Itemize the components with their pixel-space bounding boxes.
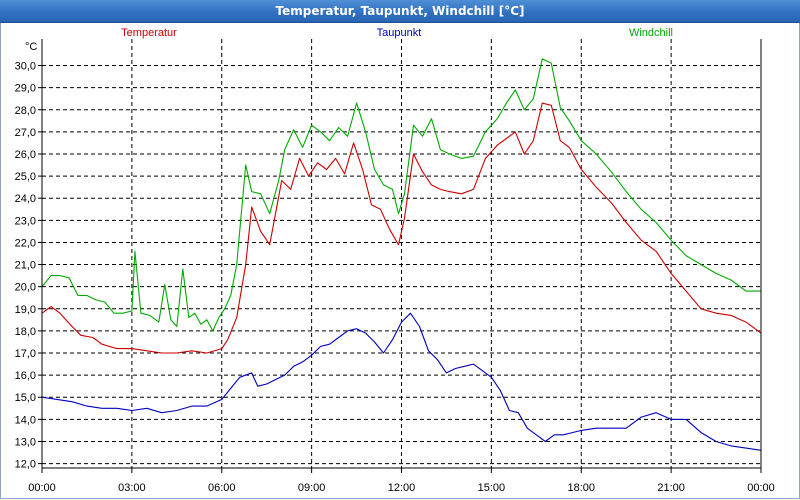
y-tick-label: 22,0 — [15, 237, 36, 249]
y-tick-label: 27,0 — [15, 127, 36, 139]
y-tick-label: 29,0 — [15, 83, 36, 95]
y-tick-label: 16,0 — [15, 370, 36, 382]
chart-frame: 12,0 13,0 14,0 15,0 16,0 17,0 18,0 19,0 20,0 21,0… — [0, 23, 800, 499]
legend-temperatur: Temperatur — [121, 27, 177, 39]
x-tick-time: 03:00 — [118, 482, 146, 494]
window-title: Temperatur, Taupunkt, Windchill [°C] — [0, 0, 800, 23]
grid — [42, 39, 761, 468]
x-tick-time: 18:00 — [567, 482, 595, 494]
legend-taupunkt: Taupunkt — [377, 27, 422, 39]
y-tick-label: 12,0 — [15, 459, 36, 471]
x-tick-time: 00:00 — [28, 482, 56, 494]
y-tick-label: 20,0 — [15, 282, 36, 294]
x-tick-time: 15:00 — [478, 482, 506, 494]
y-tick-label: 17,0 — [15, 348, 36, 360]
legend-windchill: Windchill — [629, 27, 673, 39]
series-line-taupunkt — [41, 312, 762, 451]
y-tick-label: 19,0 — [15, 304, 36, 316]
y-tick-labels: 12,0 13,0 14,0 15,0 16,0 17,0 18,0 19,0 20,0 21,0… — [15, 61, 36, 471]
y-tick-label: 15,0 — [15, 392, 36, 404]
legend: Temperatur Taupunkt Windchill — [121, 27, 673, 39]
series-line-windchill — [41, 58, 761, 332]
y-tick-label: 21,0 — [15, 260, 36, 272]
y-tick-label: 13,0 — [15, 436, 36, 448]
x-tick-time: 00:00 — [747, 482, 775, 494]
x-tick-time: 06:00 — [208, 482, 236, 494]
y-tick-label: 26,0 — [15, 149, 36, 161]
y-tick-label: 23,0 — [15, 215, 36, 227]
x-tick-labels: 00:0027.07.1603:0027.07.1606:0027.07.160… — [28, 482, 775, 494]
y-tick-label: 30,0 — [15, 61, 36, 73]
x-tick-time: 09:00 — [298, 482, 326, 494]
line-chart: 12,0 13,0 14,0 15,0 16,0 17,0 18,0 19,0 20,0 21,0… — [15, 27, 775, 494]
y-axis-unit: °C — [25, 41, 37, 53]
y-tick-label: 18,0 — [15, 326, 36, 338]
axes — [38, 39, 762, 473]
series-line-temperatur — [41, 102, 762, 354]
x-tick-time: 21:00 — [657, 482, 685, 494]
y-tick-label: 28,0 — [15, 105, 36, 117]
y-tick-label: 24,0 — [15, 193, 36, 205]
y-tick-label: 14,0 — [15, 414, 36, 426]
y-tick-label: 25,0 — [15, 171, 36, 183]
x-tick-time: 12:00 — [388, 482, 416, 494]
series-layer — [41, 58, 762, 451]
